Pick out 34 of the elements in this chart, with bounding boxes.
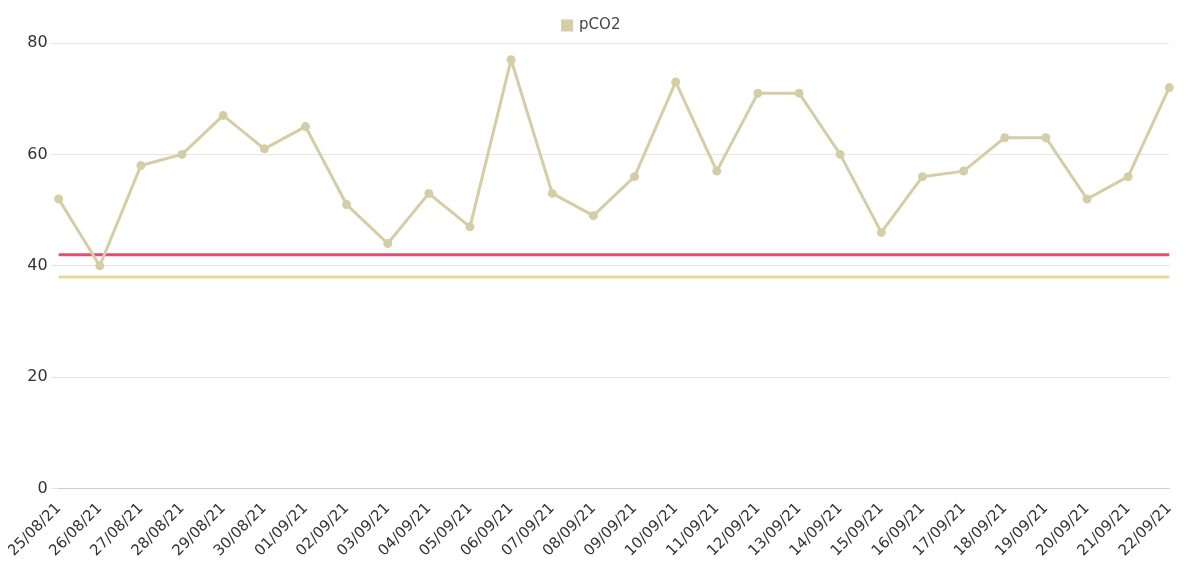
point (259, 144, 269, 154)
point (383, 239, 393, 249)
point (959, 166, 969, 176)
point (712, 166, 722, 176)
y-tick-label: 60 (27, 143, 48, 163)
point (753, 88, 763, 98)
point (588, 211, 598, 221)
point (1082, 194, 1092, 204)
point (671, 77, 681, 87)
point (1164, 83, 1174, 93)
point (630, 172, 640, 182)
point (342, 200, 352, 210)
point (1000, 133, 1010, 143)
point (465, 222, 475, 232)
point (876, 227, 886, 237)
point (136, 161, 146, 171)
point (506, 55, 516, 65)
y-tick-label: 0 (37, 477, 48, 497)
point (218, 110, 228, 120)
y-tick-label: 80 (27, 32, 48, 52)
point (917, 172, 927, 182)
point (794, 88, 804, 98)
point (424, 188, 434, 198)
y-tick-label: 20 (27, 366, 48, 386)
point (835, 149, 845, 159)
point (1123, 172, 1133, 182)
point (54, 194, 64, 204)
point (1041, 133, 1051, 143)
point (547, 188, 557, 198)
point (300, 122, 310, 132)
y-tick-label: 40 (27, 254, 48, 274)
point (177, 149, 187, 159)
point (95, 261, 105, 271)
legend-label: pCO2 (579, 15, 621, 34)
